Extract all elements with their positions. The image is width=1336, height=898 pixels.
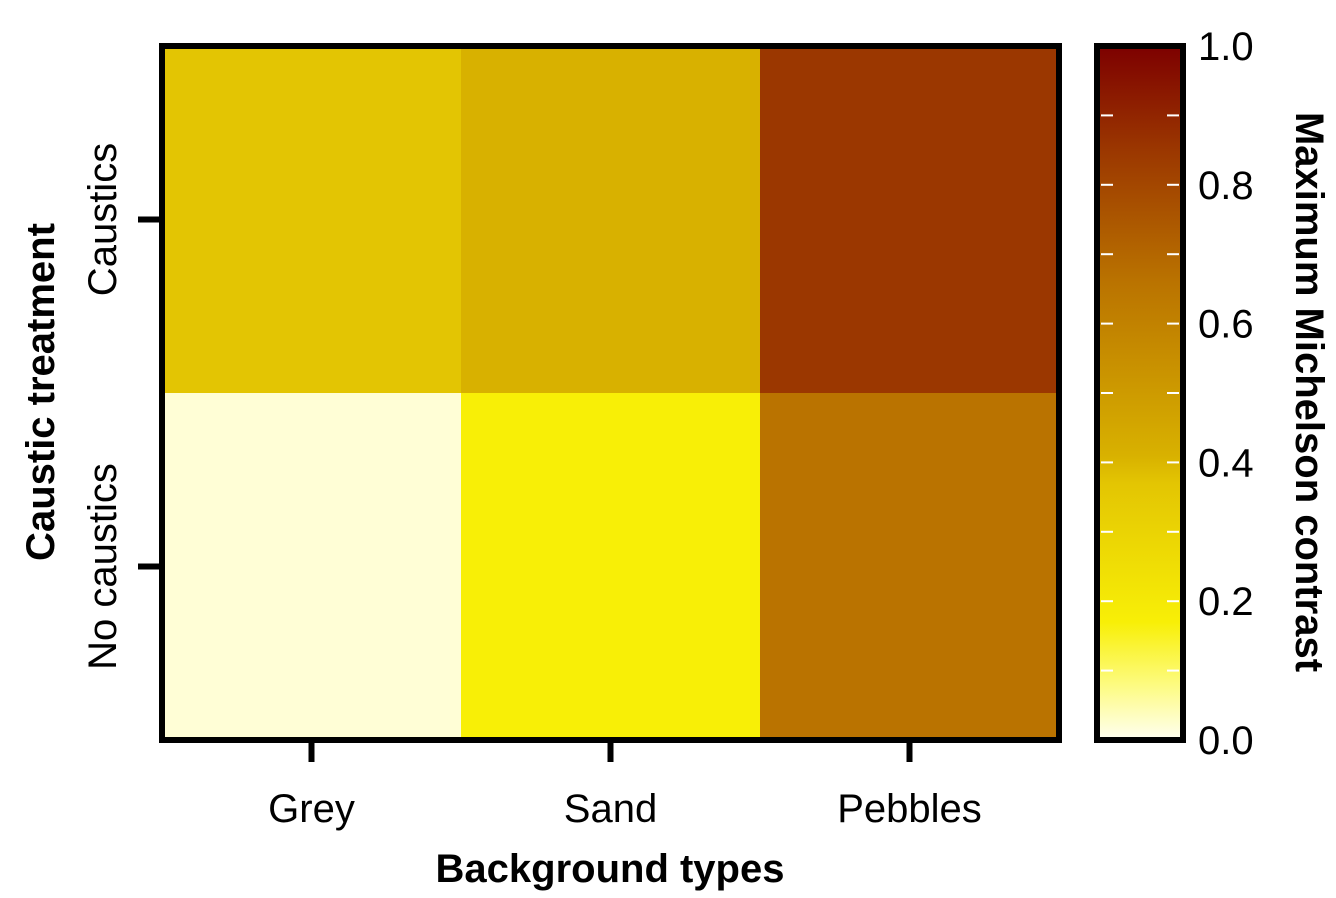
colorbar-frame [1094, 43, 1186, 743]
y-axis-ticks: Caustics No caustics [81, 143, 159, 670]
colorbar-tick-label: 1.0 [1198, 25, 1254, 69]
heatmap-cell [760, 393, 1060, 741]
colorbar-ticks: 0.0 0.2 0.4 0.6 0.8 1.0 [1101, 25, 1254, 763]
heatmap-cell [162, 46, 462, 394]
colorbar-tick-label: 0.8 [1198, 164, 1254, 208]
heatmap-cell [162, 393, 462, 741]
colorbar-tick-label: 0.2 [1198, 580, 1254, 624]
y-tick-label: No caustics [81, 463, 125, 670]
y-tick-label: Caustics [81, 143, 125, 296]
heatmap-cell [461, 46, 761, 394]
heatmap-cell [461, 393, 761, 741]
x-axis-title: Background types [436, 847, 785, 891]
colorbar-tick-label: 0.0 [1198, 719, 1254, 763]
y-axis-title: Caustic treatment [19, 223, 63, 561]
plot-frame [159, 43, 1062, 743]
x-tick-label: Grey [268, 787, 355, 831]
colorbar-tick-label: 0.4 [1198, 441, 1254, 485]
heatmap-cells [162, 46, 1060, 741]
colorbar-title: Maximum Michelson contrast [1287, 112, 1331, 672]
x-tick-label: Pebbles [837, 787, 982, 831]
colorbar-tick-label: 0.6 [1198, 303, 1254, 347]
heatmap-cell [760, 46, 1060, 394]
x-tick-label: Sand [564, 787, 657, 831]
x-axis-ticks: Grey Sand Pebbles [268, 743, 982, 831]
